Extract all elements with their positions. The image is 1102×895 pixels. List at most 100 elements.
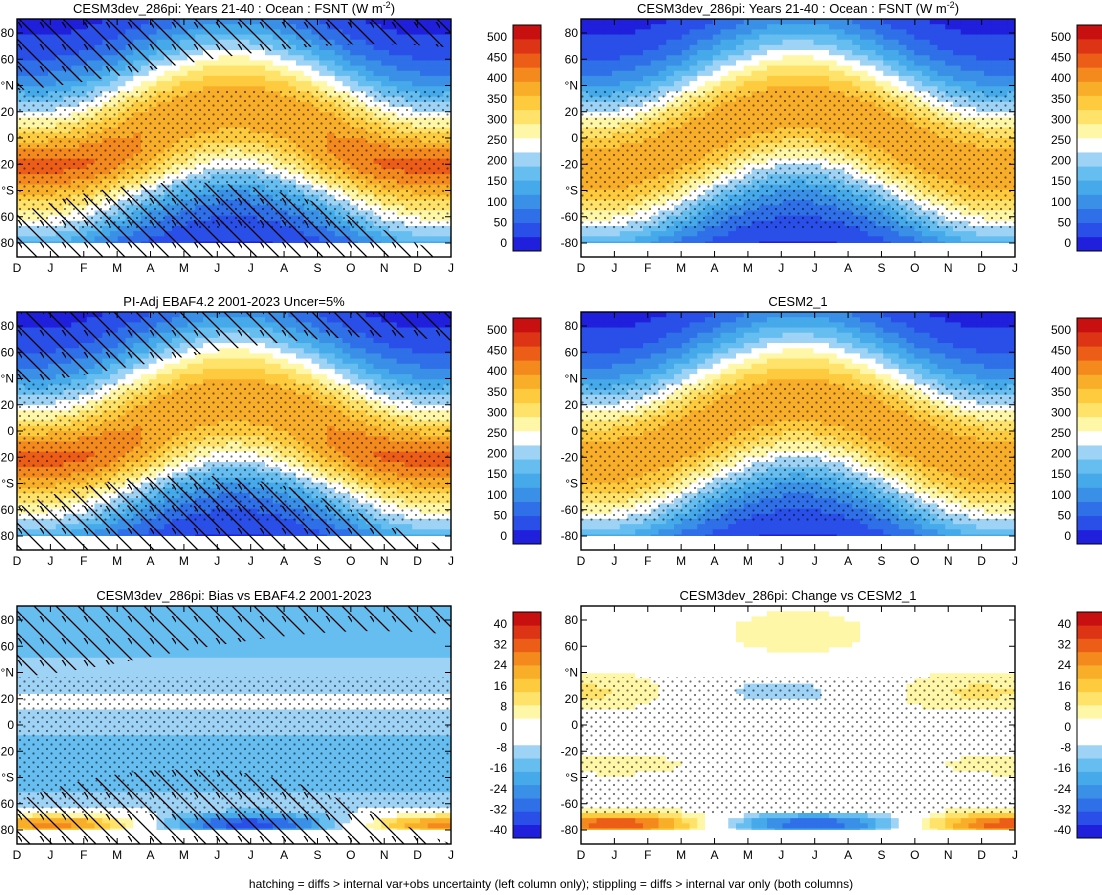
panel-title: CESM2_1	[768, 294, 827, 309]
colorbar-label: 400	[1051, 364, 1071, 378]
month-label: S	[877, 848, 885, 862]
colorbar-swatch	[1077, 109, 1102, 125]
month-label: N	[380, 261, 389, 275]
colorbar-label: 150	[487, 174, 507, 188]
month-label: D	[413, 554, 422, 568]
heatmap-field	[581, 312, 1015, 550]
colorbar-swatch	[513, 180, 541, 195]
month-label: F	[644, 848, 651, 862]
lat-tick-label: 0	[571, 718, 578, 732]
month-label: A	[844, 261, 852, 275]
lat-tick-label: -80	[561, 529, 579, 543]
colorbar-swatch	[513, 487, 541, 502]
lat-tick-label: -20	[0, 157, 14, 171]
month-label: F	[80, 554, 87, 568]
lat-tick-label: 0	[7, 718, 14, 732]
colorbar-swatch	[513, 222, 541, 238]
stippling	[581, 383, 1015, 522]
month-label: J	[778, 554, 784, 568]
colorbar-label: 350	[1051, 92, 1071, 106]
month-label: F	[644, 554, 651, 568]
colorbar-swatch	[513, 691, 541, 706]
month-label: N	[944, 848, 953, 862]
month-label: N	[380, 848, 389, 862]
colorbar-label: 300	[487, 405, 507, 419]
colorbar-swatch	[1077, 416, 1102, 432]
colorbar-label: 100	[487, 488, 507, 502]
colorbar-swatch	[513, 360, 541, 375]
month-label: A	[147, 848, 155, 862]
month-label: A	[280, 554, 288, 568]
lat-tick-label: 80	[1, 613, 15, 627]
lat-tick-label: -60	[561, 210, 579, 224]
colorbar-swatch	[1077, 824, 1102, 839]
month-label: M	[179, 261, 189, 275]
lat-tick-label: -80	[0, 823, 14, 837]
colorbar-swatch	[513, 731, 541, 746]
colorbar-swatch	[513, 824, 541, 839]
colorbar-label: -40	[1054, 823, 1072, 837]
month-label: F	[644, 261, 651, 275]
colorbar-swatch	[1077, 194, 1102, 209]
month-label: J	[611, 261, 617, 275]
panel-6: CESM3dev_286pi: Change vs CESM2_18060°N2…	[561, 588, 1102, 862]
colorbar-label: 100	[487, 195, 507, 209]
month-label: J	[214, 848, 220, 862]
panel-title: PI-Adj EBAF4.2 2001-2023 Uncer=5%	[123, 294, 345, 309]
month-label: M	[743, 848, 753, 862]
colorbar-swatch	[513, 501, 541, 517]
colorbar-label: 32	[494, 638, 508, 652]
lat-tick-label: -20	[561, 157, 579, 171]
month-label: A	[844, 554, 852, 568]
colorbar-label: -16	[490, 761, 508, 775]
month-label: M	[676, 554, 686, 568]
month-label: J	[1012, 261, 1018, 275]
colorbar: 40 32 24 16 8 0 -8 -16 -24 -32 -40	[490, 611, 542, 839]
colorbar-label: -24	[1054, 782, 1072, 796]
colorbar-swatch	[1077, 771, 1102, 786]
colorbar-label: 300	[487, 112, 507, 126]
colorbar-swatch	[513, 166, 541, 181]
colorbar-label: -16	[1054, 761, 1072, 775]
colorbar-swatch	[513, 318, 541, 333]
lat-tick-label: 0	[571, 424, 578, 438]
heatmap-field	[17, 606, 451, 844]
colorbar-swatch	[1077, 529, 1102, 545]
colorbar-label: 500	[1051, 30, 1071, 44]
colorbar-swatch	[1077, 705, 1102, 719]
lat-tick-label: 80	[565, 319, 579, 333]
lat-tick-label: -20	[561, 450, 579, 464]
colorbar-swatch	[1077, 665, 1102, 679]
month-label: S	[877, 261, 885, 275]
colorbar-swatch	[1077, 651, 1102, 666]
colorbar-swatch	[1077, 612, 1102, 626]
colorbar-swatch	[513, 194, 541, 209]
lat-tick-label: -60	[0, 797, 14, 811]
lat-tick-label: -80	[561, 823, 579, 837]
month-label: D	[413, 848, 422, 862]
colorbar-label: 400	[1051, 71, 1071, 85]
month-label: D	[977, 554, 986, 568]
colorbar-swatch	[1077, 81, 1102, 96]
month-label: O	[910, 261, 919, 275]
colorbar-swatch	[513, 109, 541, 125]
month-label: M	[676, 261, 686, 275]
colorbar-swatch	[513, 678, 541, 693]
colorbar-swatch	[513, 208, 541, 224]
colorbar-label: 0	[1064, 720, 1071, 734]
lat-tick-label: 60	[565, 52, 579, 66]
colorbar-label: 150	[1051, 174, 1071, 188]
colorbar-label: 150	[487, 467, 507, 481]
panel-title: CESM3dev_286pi: Years 21-40 : Ocean : FS…	[73, 0, 395, 16]
lat-tick-label: °S	[565, 477, 578, 491]
colorbar-swatch	[1077, 67, 1102, 82]
panel-title: CESM3dev_286pi: Years 21-40 : Ocean : FS…	[637, 0, 959, 16]
month-label: F	[80, 848, 87, 862]
colorbar-swatch	[1077, 678, 1102, 693]
month-label: M	[112, 261, 122, 275]
lat-tick-label: 80	[565, 26, 579, 40]
colorbar-label: -8	[496, 741, 507, 755]
colorbar-swatch	[513, 718, 541, 732]
